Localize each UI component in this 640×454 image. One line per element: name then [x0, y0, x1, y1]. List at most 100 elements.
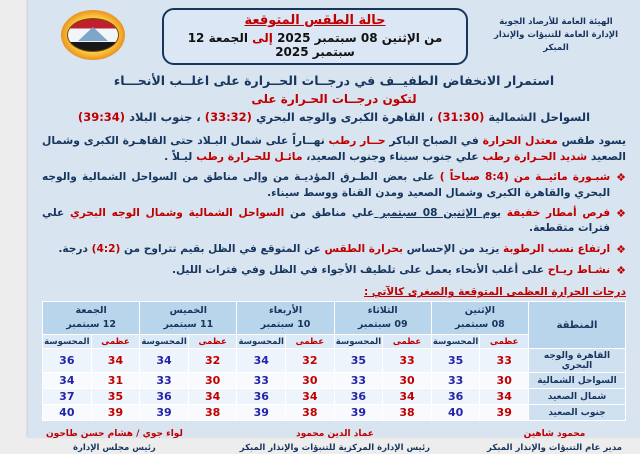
headline-line2: لتكون درجــات الحـرارة على: [28, 90, 640, 109]
bullet-diamond-icon: ❖: [616, 206, 626, 237]
day-label: 11 سبتمبر: [140, 318, 236, 332]
text-segment: على أغلب الأنحاء يعمل على تلطيف الأجواء …: [172, 264, 544, 276]
day-label: الجمعة: [43, 304, 139, 318]
text-segment: ارتفاع نسب الرطوبة: [499, 243, 610, 255]
temperature-cell: 39: [140, 405, 189, 421]
bulletin-title: حالة الطقس المتوقعة: [170, 13, 460, 28]
text-segment: ، جنوب البلاد: [125, 110, 205, 124]
document-header: الهيئة العامة للأرصاد الجوية الإدارة الع…: [28, 0, 640, 67]
temperature-cell: 34: [480, 389, 529, 405]
text-segment: السواحل الشمالية: [484, 110, 590, 124]
temperature-cell: 39: [480, 405, 529, 421]
temperature-cell: 33: [383, 349, 432, 373]
temperature-cell: 31: [91, 373, 140, 389]
region-cell: القاهرة والوجه البحري: [529, 349, 626, 373]
headline-line1: استمرار الانخفاض الطفيــف في درجــات الح…: [28, 71, 640, 90]
day-label: 12 سبتمبر: [43, 318, 139, 332]
table-subheader: المحسوسة: [237, 335, 286, 349]
table-subheader: عظمى: [188, 335, 237, 349]
temperature-cell: 36: [43, 349, 92, 373]
temperature-cell: 37: [43, 389, 92, 405]
text-segment: شديد الحـرارة رطب: [479, 150, 587, 163]
headline-line3: السواحل الشمالية (31:30) ، القاهرة الكبر…: [28, 109, 640, 127]
region-cell: جنوب الصعيد: [529, 405, 626, 421]
signature-title: رئيس الإدارة المركزية للتنبؤات والإنذار …: [240, 442, 430, 454]
temperature-cell: 35: [91, 389, 140, 405]
temperature-cell: 39: [334, 405, 383, 421]
bullet-text: نشـاط ريـاح على أغلب الأنحاء يعمل على تل…: [172, 263, 610, 279]
bullet-text: شبـورة مائيــة من (8:4 صباحاً ) على بعض …: [42, 170, 610, 201]
temperature-cell: 34: [91, 349, 140, 373]
table-subheader: المحسوسة: [140, 335, 189, 349]
table-subheader: المحسوسة: [43, 335, 92, 349]
table-header-region: المنطقة: [529, 302, 626, 349]
text-segment: (39:34): [78, 110, 125, 124]
table-subheader: المحسوسة: [431, 335, 480, 349]
temperature-cell: 34: [237, 349, 286, 373]
signature-title: رئيس مجلس الإدارة: [46, 442, 183, 454]
temperature-cell: 36: [237, 389, 286, 405]
region-cell: السواحل الشمالية: [529, 373, 626, 389]
temperature-cell: 30: [188, 373, 237, 389]
title-box: حالة الطقس المتوقعة من الإثنين 08 سبتمبر…: [162, 8, 468, 65]
text-segment: عن المتوقع في الظل بقيم تتراوح من: [120, 243, 321, 255]
temperature-cell: 36: [140, 389, 189, 405]
temperature-cell: 30: [480, 373, 529, 389]
temperature-cell: 39: [91, 405, 140, 421]
day-label: الخميس: [140, 304, 236, 318]
signatures-footer: محمود شاهين مدير عام التنبؤات والإنذار ا…: [46, 428, 622, 454]
temperature-cell: 32: [286, 349, 335, 373]
signature-name: لواء جوي / هشام حسن طاحون: [46, 428, 183, 442]
logo-flag: [67, 18, 119, 52]
signature-center: عماد الدين محمود رئيس الإدارة المركزية ل…: [240, 428, 430, 454]
temperature-cell: 34: [43, 373, 92, 389]
text-segment: (31:30): [437, 110, 484, 124]
text-segment: حــار رطب: [325, 134, 386, 147]
text-segment: يوم الإثنين 08 سبتمبر: [374, 207, 501, 219]
text-segment: (33:32): [205, 110, 252, 124]
temperature-cell: 33: [480, 349, 529, 373]
table-subheader: عظمى: [480, 335, 529, 349]
temperature-cell: 34: [188, 389, 237, 405]
day-label: 09 سبتمبر: [335, 318, 431, 332]
temperature-cell: 36: [431, 389, 480, 405]
weather-summary-paragraph: يسود طقس معتدل الحرارة في الصباح الباكر …: [42, 133, 626, 165]
signature-right: محمود شاهين مدير عام التنبؤات والإنذار ا…: [487, 428, 622, 454]
text-segment: علي جنوب سيناء وجنوب الصعيد،: [303, 150, 479, 163]
logo-mountain-icon: [78, 27, 108, 41]
temperature-cell: 33: [431, 373, 480, 389]
temperature-cell: 38: [383, 405, 432, 421]
temperature-cell: 34: [383, 389, 432, 405]
text-segment: من الإثنين 08 سبتمبر 2025: [273, 31, 442, 45]
egypt-meteorological-authority-logo-icon: [61, 10, 125, 60]
region-cell: شمال الصعيد: [529, 389, 626, 405]
temperature-cell: 35: [334, 349, 383, 373]
day-label: الثلاثاء: [335, 304, 431, 318]
temperature-cell: 38: [188, 405, 237, 421]
signature-name: محمود شاهين: [487, 428, 622, 442]
bullet-diamond-icon: ❖: [616, 263, 626, 279]
text-segment: يزيد من الإحساس: [403, 243, 499, 255]
text-segment: إلى: [252, 31, 273, 45]
text-segment: في الصباح الباكر: [386, 134, 479, 147]
text-segment: نشـاط ريـاح: [544, 264, 610, 276]
text-segment: ليـلاً .: [164, 150, 192, 163]
text-segment: مائـل للحـرارة رطب: [192, 150, 302, 163]
table-subheader: عظمى: [91, 335, 140, 349]
temperature-cell: 35: [431, 349, 480, 373]
text-segment: معتدل الحرارة: [479, 134, 558, 147]
headline-block: استمرار الانخفاض الطفيــف في درجــات الح…: [28, 71, 640, 127]
temperature-cell: 39: [237, 405, 286, 421]
bulletin-date-range: من الإثنين 08 سبتمبر 2025 إلى الجمعة 12 …: [170, 31, 460, 59]
table-label: درجات الحرارة العظمى المتوقعة والصغرى كا…: [42, 286, 626, 298]
temperature-cell: 40: [43, 405, 92, 421]
temperature-cell: 32: [188, 349, 237, 373]
temperature-cell: 34: [286, 389, 335, 405]
organization-line2: الإدارة العامة للتنبؤات والإنذار المبكر: [482, 29, 630, 55]
